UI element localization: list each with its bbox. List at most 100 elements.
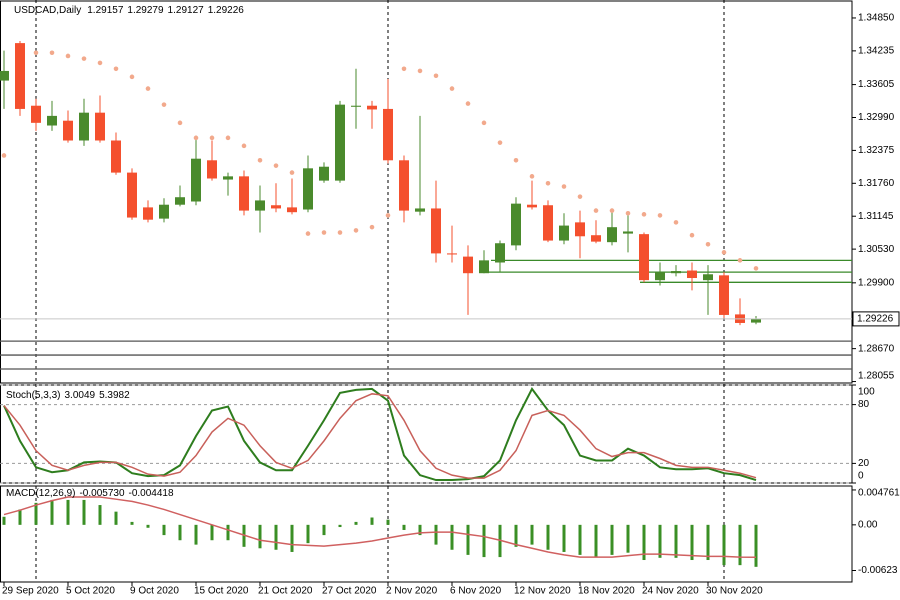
sar-dot [689,232,695,238]
macd-bar [466,524,470,555]
macd-bar [450,524,454,550]
candle-body [751,318,761,323]
candle-body [271,205,281,209]
candle-body [47,115,57,126]
candle-body [511,203,521,246]
y-tick-label: 1.28670 [858,343,895,354]
candle-body [591,235,601,242]
y-tick-label: 1.32990 [858,112,895,123]
macd-bar [338,524,342,528]
candle-body [527,204,537,208]
stoch-title: Stoch(5,3,3) [6,390,60,401]
candle-body [303,168,313,210]
panel-border [0,485,853,583]
x-tick-label: 24 Nov 2020 [642,586,699,597]
sar-dot [241,143,247,149]
sar-dot [577,194,583,199]
y-tick-label: 80 [858,399,870,410]
stoch-main-value: 3.0049 [64,390,95,401]
macd-bar [610,524,614,555]
candle-body [447,253,457,255]
x-tick-label: 5 Oct 2020 [66,586,115,597]
candle-body [623,231,633,234]
sar-dot [481,120,487,126]
macd-bar [722,524,726,566]
candle-body [15,43,25,109]
sar-dot [369,224,375,230]
macd-bar [402,524,406,530]
sar-dot [433,73,439,79]
macd-bar [18,509,22,525]
macd-signal-line [3,496,757,558]
x-tick-label: 15 Oct 2020 [194,586,249,597]
macd-bar [690,524,694,561]
sar-dot [305,231,311,236]
sar-dot [705,242,711,247]
macd-bar [754,524,758,567]
y-tick-label: 20 [858,458,870,469]
macd-bar [98,505,102,525]
candle-body [671,271,681,274]
header-open: 1.29157 [87,5,124,16]
current-price-label: 1.29226 [857,314,894,325]
macd-title: MACD(12,26,9) [6,488,75,499]
candle-body [719,275,729,315]
y-tick-label: 1.31760 [858,178,895,189]
macd-bar [546,524,550,550]
symbol: USDCAD,Daily [14,5,81,16]
y-tick-label: 1.34235 [858,46,895,57]
macd-bar [738,524,742,566]
macd-bar [514,524,518,547]
sar-dot [385,213,391,218]
current-price-box [852,311,900,327]
x-tick-label: 27 Oct 2020 [322,586,377,597]
y-tick-label: 0.00 [858,519,878,530]
sar-dot [145,86,151,91]
macd-bar [130,521,134,525]
macd-bar [114,511,118,525]
stoch-line [3,387,757,482]
candle-body [31,105,41,123]
y-tick-label: 0.004761 [858,488,900,499]
sar-dot [353,228,359,233]
macd-bar [306,524,310,544]
candle-body [335,104,345,181]
candle-body [367,105,377,110]
x-tick-label: 29 Sep 2020 [2,586,59,597]
macd-bar [418,524,422,536]
macd-bar [322,524,326,536]
macd-bar [354,521,358,525]
sar-dot [65,53,71,59]
sar-dot [177,120,183,126]
candle-body [655,272,665,281]
x-tick-label: 9 Oct 2020 [130,586,179,597]
sar-dot [289,170,295,175]
candle-body [639,234,649,281]
macd-bar [482,524,486,558]
macd-bar [178,524,182,541]
header-close: 1.29226 [208,5,245,16]
sar-dot [1,153,7,158]
candle-body [543,205,553,241]
macd-bar [50,499,54,525]
macd-bar [626,524,630,553]
macd-bar [434,524,438,545]
candle-body [351,105,361,107]
candle-body [287,207,297,213]
macd-header: MACD(12,26,9) -0.005730 -0.004418 [6,488,174,499]
stoch-header: Stoch(5,3,3) 3.0049 5.3982 [6,390,130,401]
y-tick-label: 1.30530 [858,244,895,255]
x-tick-label: 18 Nov 2020 [578,586,635,597]
macd-bar [34,502,38,525]
candle-body [143,207,153,220]
sar-dot [625,210,631,216]
macd-bar [658,524,662,558]
candle-body [383,108,393,161]
header-high: 1.29279 [127,5,164,16]
macd-bar [594,524,598,558]
macd-bar [386,519,390,525]
macd-bar [274,524,278,550]
x-tick-label: 6 Nov 2020 [450,586,502,597]
sar-dot [753,266,759,271]
